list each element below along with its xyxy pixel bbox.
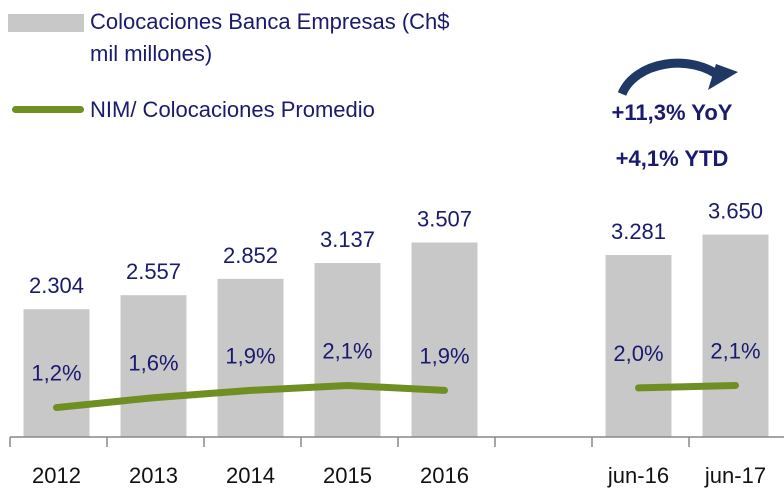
x-tick-label: 2012 (32, 463, 81, 488)
legend-label: Colocaciones Banca Empresas (Ch$ mil mil… (90, 9, 450, 66)
data-label: 1,6% (128, 351, 178, 376)
bar (411, 242, 478, 437)
legend-swatch (8, 14, 84, 32)
data-label: 3.650 (708, 199, 763, 224)
x-tick-label: 2015 (323, 463, 372, 488)
bar (217, 278, 284, 437)
data-label: 2,1% (710, 338, 760, 363)
line (53, 381, 739, 412)
arrow (617, 58, 725, 97)
data-label: 1,2% (31, 361, 81, 386)
data-label: 2.557 (126, 259, 181, 284)
data-label: 2.304 (29, 273, 84, 298)
data-label: 3.281 (611, 219, 666, 244)
data-label: 1,9% (225, 343, 275, 368)
bar (23, 309, 90, 437)
bar (314, 263, 381, 437)
data-label: 2,0% (613, 341, 663, 366)
x-tick-label: jun-17 (704, 463, 766, 488)
arrow-head (708, 64, 738, 90)
bar (120, 295, 187, 437)
data-label: 3.137 (320, 227, 375, 252)
bar (605, 255, 672, 437)
legend-swatch (12, 106, 84, 113)
annotation: +4,1% YTD (616, 146, 729, 171)
data-label: 1,9% (419, 343, 469, 368)
data-label: 2,1% (322, 338, 372, 363)
x-tick-label: 2014 (226, 463, 275, 488)
bar (702, 234, 769, 437)
x-tick-label: jun-16 (607, 463, 669, 488)
data-label: 3.507 (417, 207, 472, 232)
legend-label: NIM/ Colocaciones Promedio (90, 97, 375, 122)
x-tick-label: 2013 (129, 463, 178, 488)
data-label: 2.852 (223, 243, 278, 268)
x-tick-label: 2016 (420, 463, 469, 488)
annotation: +11,3% YoY (612, 100, 733, 125)
